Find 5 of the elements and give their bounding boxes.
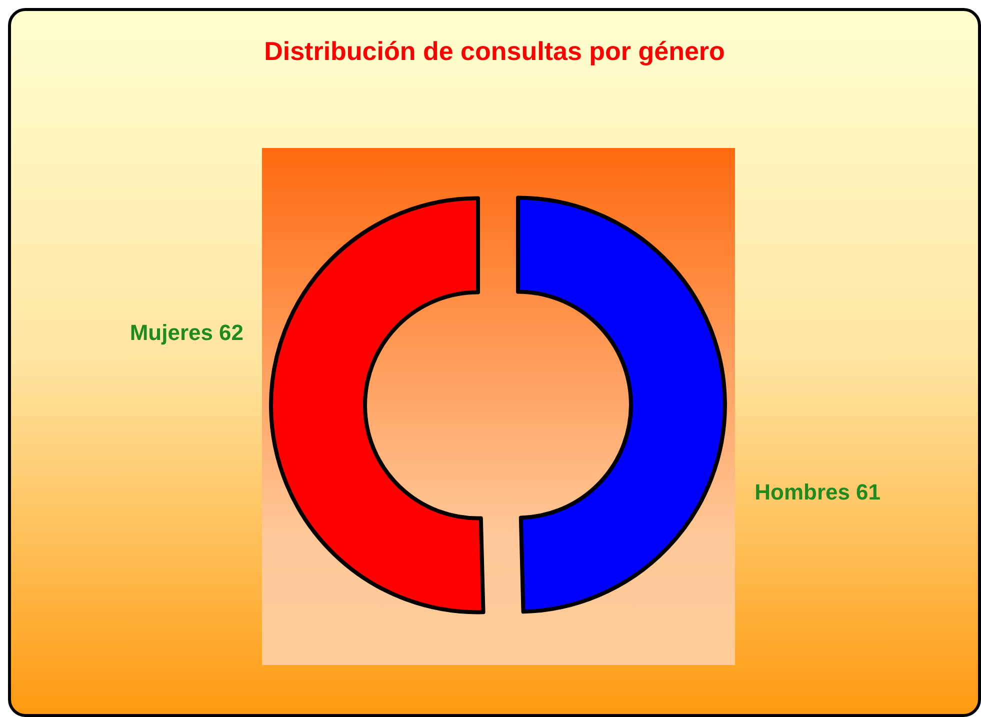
data-label: 62	[219, 320, 244, 345]
slice-label: Mujeres	[130, 320, 213, 345]
data-label: 61	[856, 480, 880, 505]
slice-label: Hombres	[754, 480, 850, 505]
chart-title: Distribución de consultas por género	[264, 36, 725, 66]
